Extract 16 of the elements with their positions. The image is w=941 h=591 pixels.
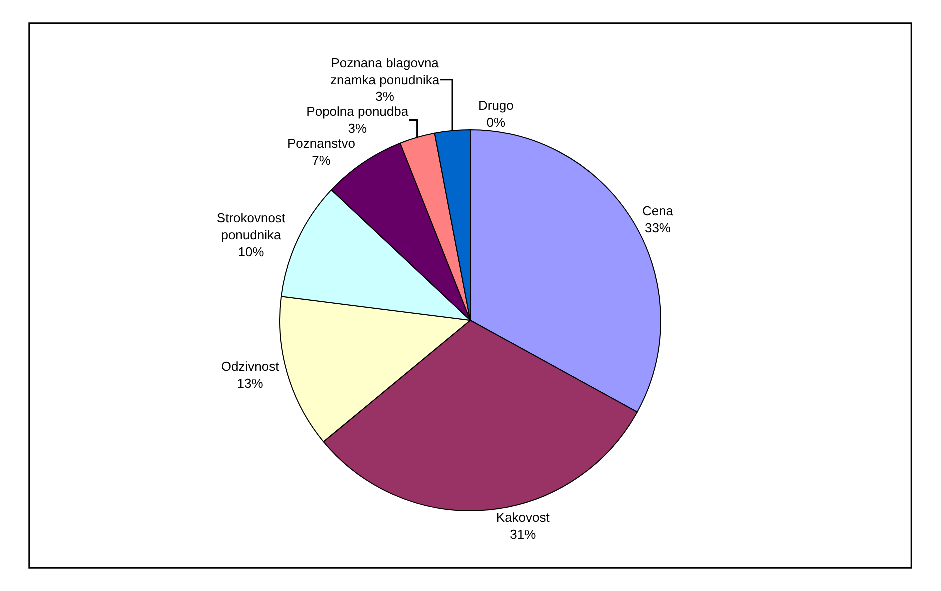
slice-label: Odzivnost — [221, 358, 280, 374]
data-label: 3% — [348, 121, 368, 136]
data-label: 7% — [312, 152, 332, 168]
data-label: 31% — [510, 526, 537, 542]
slice-label: Cena — [642, 203, 674, 218]
slice-label: Strokovnost ponudnika — [216, 210, 286, 242]
data-label: 10% — [238, 244, 265, 260]
category-label: Drugo — [478, 98, 514, 114]
slice-label: Kakovost — [496, 510, 550, 526]
data-label: 33% — [644, 220, 672, 236]
data-label: 13% — [237, 376, 264, 391]
slice-label: Popolna ponudba — [306, 104, 410, 120]
data-label: 3% — [376, 89, 395, 104]
slice-label: Poznanstvo — [288, 136, 356, 152]
slice-label: Poznana blagovna znamka ponudnika — [330, 55, 440, 88]
text: 0% — [486, 115, 506, 130]
